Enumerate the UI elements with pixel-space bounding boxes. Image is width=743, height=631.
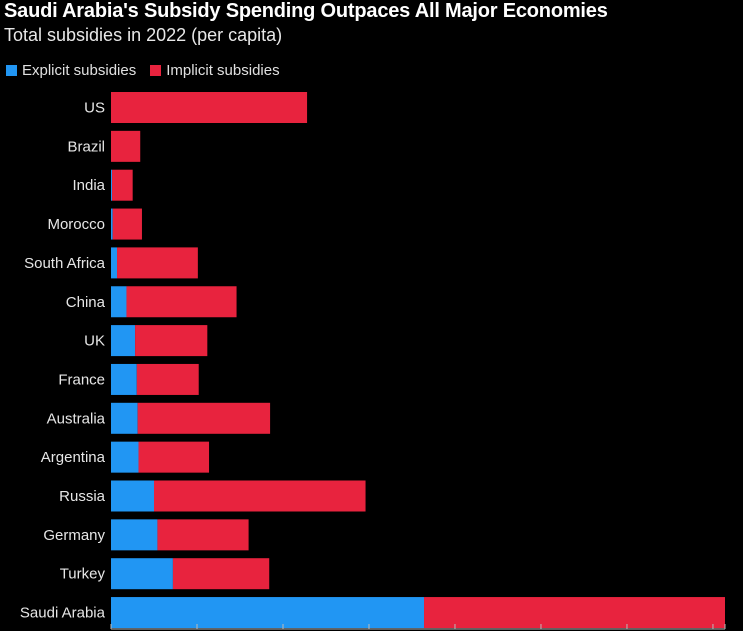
legend-label-explicit: Explicit subsidies [22,62,137,79]
category-label-morocco: Morocco [47,216,105,233]
bar-explicit-turkey [111,558,173,590]
category-label-brazil: Brazil [67,138,105,155]
bar-implicit-china [126,286,237,318]
bar-implicit-argentina [138,441,210,473]
category-label-france: France [58,371,105,388]
bar-explicit-uk [111,325,136,357]
category-label-china: China [66,294,106,311]
bar-implicit-us [111,92,308,123]
category-label-turkey: Turkey [60,566,106,583]
bar-explicit-south-africa [111,247,118,279]
category-label-saudi-arabia: Saudi Arabia [20,605,106,622]
legend-swatch-explicit [6,65,17,76]
category-label-australia: Australia [47,410,106,427]
bar-explicit-india [111,169,113,201]
bar-implicit-france [136,363,199,395]
bar-implicit-australia [137,402,271,434]
bar-implicit-russia [153,480,366,512]
bar-explicit-germany [111,519,158,551]
chart-subtitle: Total subsidies in 2022 (per capita) [4,25,283,45]
bar-implicit-saudi-arabia [424,597,725,629]
legend-item-implicit: Implicit subsidies [150,62,280,79]
category-label-us: US [84,100,105,117]
category-label-uk: UK [84,333,105,350]
bar-explicit-china [111,286,127,318]
chart-title: Saudi Arabia's Subsidy Spending Outpaces… [4,0,608,22]
category-label-germany: Germany [43,527,105,544]
bar-explicit-france [111,363,137,395]
bar-implicit-turkey [172,558,270,590]
category-label-india: India [72,177,105,194]
bar-explicit-argentina [111,441,139,473]
bar-implicit-germany [157,519,249,551]
bar-explicit-morocco [111,208,113,240]
bar-implicit-india [112,169,133,201]
legend: Explicit subsidies Implicit subsidies [6,62,294,79]
bar-implicit-uk [135,325,208,357]
bar-implicit-south-africa [117,247,198,279]
bar-implicit-morocco [112,208,142,240]
legend-label-implicit: Implicit subsidies [166,62,280,79]
bar-explicit-russia [111,480,154,512]
bar-explicit-australia [111,402,138,434]
category-label-south-africa: South Africa [24,255,106,272]
bar-implicit-brazil [111,130,141,162]
legend-item-explicit: Explicit subsidies [6,62,136,79]
legend-swatch-implicit [150,65,162,76]
category-label-russia: Russia [59,488,106,505]
bar-explicit-saudi-arabia [111,597,425,629]
category-label-argentina: Argentina [41,449,106,466]
